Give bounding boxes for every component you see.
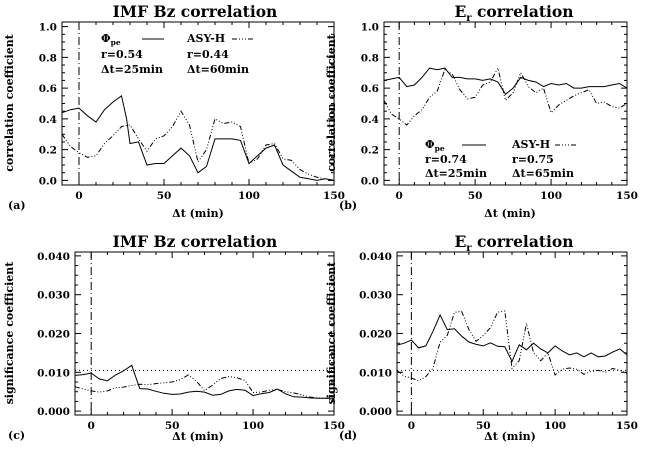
panel-d-ytick-label: 0.000 (359, 406, 392, 418)
panel-a-legend-s1-name: Φpe (101, 32, 121, 47)
panel-b-tag: (b) (339, 199, 357, 212)
panel-b-legend-s1-name: Φpe (425, 138, 445, 153)
panel-b-series-phi-pe (383, 67, 628, 96)
panel-c-title: IMF Bz correlation (113, 232, 278, 251)
panel-d-xtick-label: 0 (408, 420, 415, 432)
panel-b-legend-s2-r: r=0.75 (512, 153, 554, 166)
panel-b: Er correlation 0 50 100 150 0.0 0.2 0.4 0.6 0.8 1… (325, 2, 638, 220)
panel-a-ytick-label: 0.6 (39, 83, 57, 95)
panel-d-ytick-label: 0.040 (359, 251, 392, 263)
panel-a-axes: 0 50 100 150 0.0 0.2 0.4 0.6 0.8 1.0 (39, 22, 345, 202)
panel-b-ytick-label: 0.8 (361, 52, 379, 64)
panel-b-ytick-label: 0.4 (361, 114, 379, 126)
panel-c-ytick-label: 0.030 (37, 290, 70, 302)
panel-b-legend-s1-r: r=0.74 (425, 153, 467, 166)
panel-d-axes: 0 50 100 150 0.000 0.010 0.020 0.030 0.040 (359, 251, 638, 432)
panel-d-ytick-label: 0.020 (359, 329, 392, 341)
panel-a-series-phi-pe (61, 94, 335, 181)
panel-d-xtick-label: 50 (476, 420, 491, 432)
panel-c-axes: 0 50 100 150 0.000 0.010 0.020 0.030 0.040 (37, 251, 345, 432)
panel-c-xtick-label: 0 (88, 420, 95, 432)
panel-a-title: IMF Bz correlation (113, 2, 278, 21)
panel-c-frame (74, 251, 335, 416)
panel-c-ytick-label: 0.040 (37, 251, 70, 263)
panel-d-xtick-label: 100 (544, 420, 566, 432)
panel-d-xtick-label: 150 (616, 420, 638, 432)
panel-a-legend-s1-dt: Δt=25min (101, 63, 163, 76)
panel-a: IMF Bz correlation 0 50 100 150 0.0 0.2 0.4 0.6… (3, 2, 345, 220)
panel-c-tag: (c) (8, 429, 25, 442)
panel-c-ytick-label: 0.000 (37, 406, 70, 418)
panel-a-xtick-label: 100 (238, 190, 260, 202)
panel-b-axes: 0 50 100 150 0.0 0.2 0.4 0.6 0.8 1.0 (361, 22, 638, 202)
panel-d-xlabel: Δt (min) (484, 430, 536, 443)
panel-a-ytick-label: 1.0 (39, 22, 57, 34)
panel-b-legend-s2-dt: Δt=65min (512, 167, 574, 180)
panel-b-xlabel: Δt (min) (484, 207, 536, 220)
panel-a-legend-s2-name: ASY-H (186, 32, 225, 45)
panel-a-legend-s1-r: r=0.54 (101, 48, 143, 61)
panel-a-ytick-label: 0.0 (39, 175, 57, 187)
panel-b-ytick-label: 0.2 (361, 145, 379, 157)
panel-c-xlabel: Δt (min) (172, 430, 224, 443)
panel-b-legend-s1-dt: Δt=25min (425, 167, 487, 180)
panel-a-series-asy-h (61, 110, 335, 181)
panel-d-series-asy-h (396, 310, 628, 382)
panel-b-ytick-label: 0.6 (361, 83, 379, 95)
panel-b-ylabel: correlation coefficient (325, 33, 338, 171)
panel-a-xtick-label: 0 (75, 190, 82, 202)
panel-d-ylabel: significance coefficient (325, 261, 338, 405)
panel-b-xtick-label: 50 (468, 190, 483, 202)
panel-a-ytick-label: 0.8 (39, 52, 57, 64)
panel-c-ylabel: significance coefficient (3, 261, 16, 405)
panel-a-tag: (a) (8, 199, 26, 212)
panel-d-ytick-label: 0.030 (359, 290, 392, 302)
panel-c-xtick-label: 50 (165, 420, 180, 432)
panel-d-series-phi-pe (396, 313, 628, 363)
panel-b-legend-s2-name: ASY-H (511, 138, 550, 151)
panel-a-legend: Φpe r=0.54 Δt=25min ASY-H r=0.44 Δt=60mi… (101, 32, 255, 76)
panel-b-xtick-label: 100 (540, 190, 562, 202)
panel-c-xtick-label: 150 (323, 420, 345, 432)
panel-a-legend-s2-dt: Δt=60min (187, 63, 249, 76)
panel-a-xtick-label: 150 (323, 190, 345, 202)
panel-d-title: Er correlation (454, 232, 573, 254)
panel-b-ytick-label: 0.0 (361, 175, 379, 187)
panel-b-title: Er correlation (454, 2, 573, 24)
panel-c-ytick-label: 0.010 (37, 367, 70, 379)
panel-b-frame (383, 21, 628, 186)
panel-a-xlabel: Δt (min) (172, 207, 224, 220)
panel-a-legend-s2-r: r=0.44 (187, 48, 229, 61)
panel-a-ytick-label: 0.2 (39, 145, 57, 157)
panel-a-frame (61, 21, 335, 186)
panel-b-xtick-label: 150 (616, 190, 638, 202)
panel-d: Er correlation 0 50 100 1500.0000.0100.0200… (325, 232, 638, 443)
panel-c-xtick-label: 100 (242, 420, 264, 432)
panel-b-ytick-label: 1.0 (361, 22, 379, 34)
panel-a-ytick-label: 0.4 (39, 114, 57, 126)
panel-c-series-asy-h (74, 374, 335, 399)
panel-b-legend: Φpe r=0.74 Δt=25min ASY-H r=0.75 Δt=65mi… (425, 138, 578, 180)
panel-c: IMF Bz correlation 0 50 100 150 0.000 0.010 0.… (3, 232, 345, 443)
panel-b-series-asy-h (383, 66, 628, 126)
panel-c-ytick-label: 0.020 (37, 329, 70, 341)
panel-d-ytick-label: 0.010 (359, 367, 392, 379)
panel-d-tag: (d) (339, 429, 357, 442)
panel-a-ylabel: correlation coefficient (3, 33, 16, 171)
panel-c-series-phi-pe (74, 364, 334, 399)
panel-a-xtick-label: 50 (157, 190, 172, 202)
panel-b-xtick-label: 0 (396, 190, 403, 202)
